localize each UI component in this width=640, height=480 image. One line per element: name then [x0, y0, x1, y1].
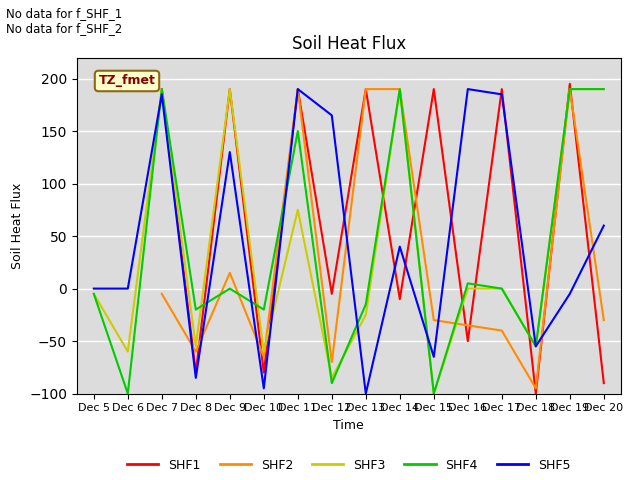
SHF2 — [158, 291, 166, 297]
SHF2 — [532, 385, 540, 391]
SHF1 — [158, 86, 166, 92]
Line: SHF2: SHF2 — [162, 89, 604, 388]
SHF1 — [226, 86, 234, 92]
SHF2 — [566, 86, 573, 92]
Text: No data for f_SHF_2: No data for f_SHF_2 — [6, 22, 123, 35]
Line: SHF1: SHF1 — [162, 84, 604, 394]
SHF5 — [294, 86, 301, 92]
SHF3 — [226, 86, 234, 92]
SHF2 — [260, 354, 268, 360]
SHF3 — [260, 348, 268, 354]
SHF1 — [328, 291, 335, 297]
X-axis label: Time: Time — [333, 419, 364, 432]
SHF5 — [396, 244, 404, 250]
SHF4 — [600, 86, 607, 92]
SHF3 — [158, 86, 166, 92]
SHF4 — [124, 391, 132, 396]
SHF3 — [498, 286, 506, 291]
SHF1 — [600, 380, 607, 386]
SHF3 — [362, 312, 370, 318]
SHF2 — [396, 86, 404, 92]
Text: TZ_fmet: TZ_fmet — [99, 74, 156, 87]
SHF3 — [328, 375, 335, 381]
SHF2 — [430, 317, 438, 323]
SHF3 — [396, 86, 404, 92]
SHF5 — [260, 385, 268, 391]
SHF2 — [362, 86, 370, 92]
SHF1 — [566, 81, 573, 87]
SHF3 — [532, 344, 540, 349]
SHF5 — [90, 286, 98, 291]
SHF2 — [226, 270, 234, 276]
SHF5 — [226, 149, 234, 155]
SHF1 — [464, 338, 472, 344]
SHF4 — [294, 128, 301, 134]
SHF1 — [532, 391, 540, 396]
SHF1 — [192, 370, 200, 375]
SHF4 — [362, 301, 370, 307]
SHF5 — [566, 291, 573, 297]
SHF3 — [464, 286, 472, 291]
SHF2 — [498, 328, 506, 334]
SHF1 — [430, 86, 438, 92]
SHF3 — [192, 344, 200, 349]
SHF2 — [600, 317, 607, 323]
SHF3 — [600, 86, 607, 92]
Line: SHF5: SHF5 — [94, 89, 604, 394]
SHF2 — [464, 323, 472, 328]
SHF5 — [532, 344, 540, 349]
SHF5 — [498, 92, 506, 97]
Line: SHF3: SHF3 — [94, 89, 604, 394]
SHF5 — [464, 86, 472, 92]
SHF2 — [328, 359, 335, 365]
Legend: SHF1, SHF2, SHF3, SHF4, SHF5: SHF1, SHF2, SHF3, SHF4, SHF5 — [122, 454, 575, 477]
SHF4 — [532, 344, 540, 349]
SHF3 — [566, 86, 573, 92]
SHF4 — [192, 307, 200, 312]
SHF3 — [90, 291, 98, 297]
SHF4 — [90, 291, 98, 297]
SHF5 — [124, 286, 132, 291]
SHF4 — [158, 86, 166, 92]
SHF3 — [294, 207, 301, 213]
SHF1 — [260, 370, 268, 375]
SHF3 — [124, 348, 132, 354]
SHF5 — [430, 354, 438, 360]
SHF1 — [498, 86, 506, 92]
SHF5 — [362, 391, 370, 396]
SHF4 — [396, 86, 404, 92]
Line: SHF4: SHF4 — [94, 89, 604, 394]
SHF4 — [430, 391, 438, 396]
SHF4 — [464, 280, 472, 286]
SHF2 — [192, 348, 200, 354]
SHF1 — [362, 86, 370, 92]
SHF1 — [396, 296, 404, 302]
SHF5 — [158, 92, 166, 97]
SHF4 — [226, 286, 234, 291]
SHF5 — [328, 112, 335, 118]
SHF1 — [294, 86, 301, 92]
Y-axis label: Soil Heat Flux: Soil Heat Flux — [10, 182, 24, 269]
SHF3 — [430, 391, 438, 396]
SHF4 — [328, 380, 335, 386]
SHF5 — [600, 223, 607, 228]
Text: No data for f_SHF_1: No data for f_SHF_1 — [6, 7, 123, 20]
SHF2 — [294, 86, 301, 92]
SHF4 — [566, 86, 573, 92]
SHF4 — [260, 307, 268, 312]
SHF4 — [498, 286, 506, 291]
SHF5 — [192, 375, 200, 381]
Title: Soil Heat Flux: Soil Heat Flux — [292, 35, 406, 53]
